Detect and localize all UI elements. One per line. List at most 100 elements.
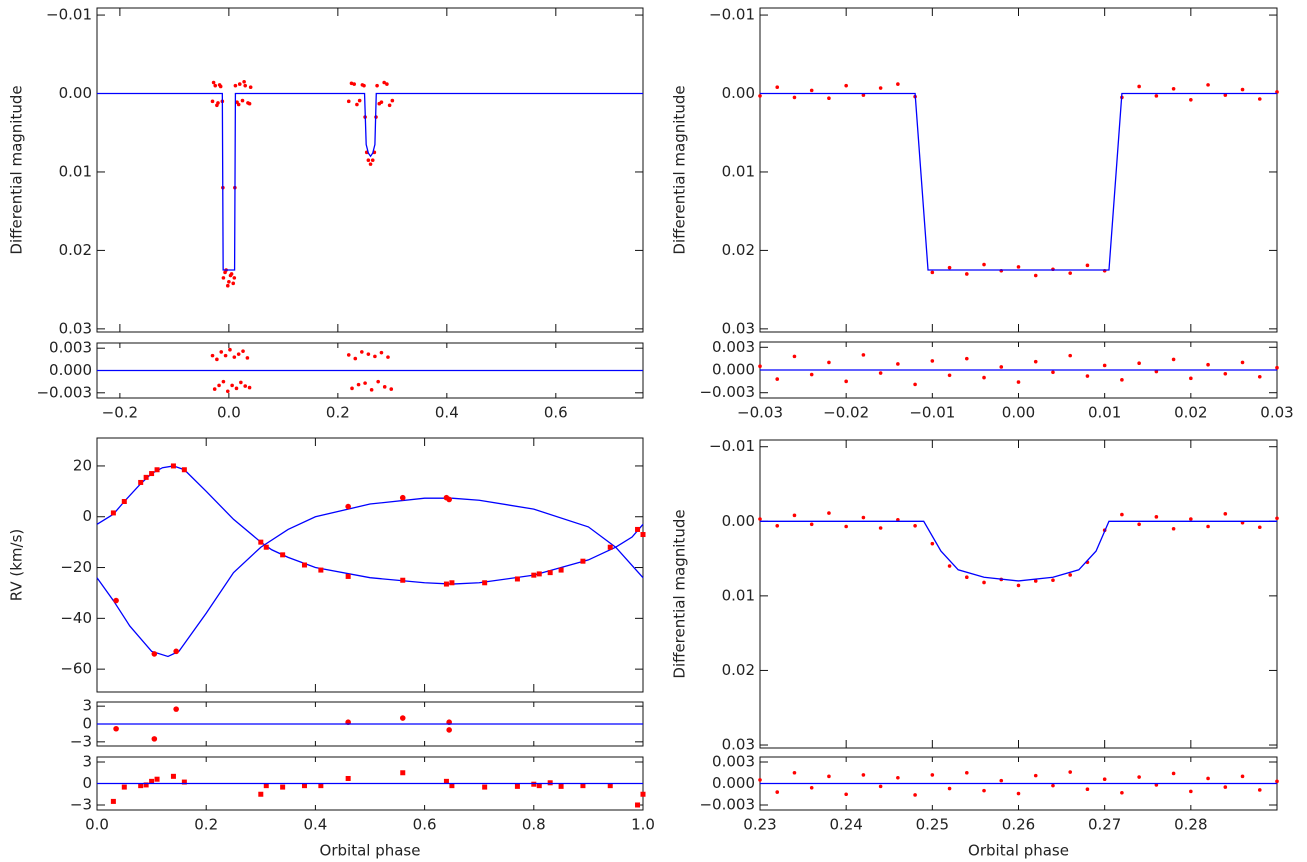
data-point — [151, 651, 158, 657]
data-point — [482, 580, 488, 586]
data-point — [1223, 785, 1228, 789]
data-point — [154, 776, 160, 782]
data-point — [792, 95, 797, 100]
data-point — [389, 387, 394, 391]
data-point — [170, 773, 176, 779]
data-point — [1275, 516, 1279, 521]
data-point — [280, 552, 286, 558]
data-point — [138, 783, 144, 789]
y-tick-label: 3 — [82, 753, 92, 771]
data-point — [965, 272, 969, 276]
data-point — [352, 82, 356, 86]
data-point — [236, 102, 241, 107]
y-tick-label: 0.02 — [722, 661, 755, 679]
data-point — [229, 272, 234, 276]
x-tick-label: 1.0 — [631, 816, 655, 834]
data-point — [878, 86, 883, 90]
x-tick-label: 0.0 — [85, 816, 109, 834]
data-point — [353, 356, 358, 361]
y-tick-label: −60 — [60, 660, 92, 678]
data-point — [930, 773, 935, 777]
y-tick-label: 0.03 — [722, 736, 755, 754]
x-tick-label: 0.01 — [1088, 404, 1121, 422]
data-point — [1120, 378, 1124, 382]
data-point — [1275, 365, 1279, 370]
data-point — [143, 474, 149, 480]
data-point — [1068, 271, 1072, 275]
x-tick-label: 0.27 — [1088, 816, 1121, 834]
data-point — [982, 580, 986, 585]
data-point — [827, 96, 831, 101]
data-point — [113, 597, 119, 604]
data-point — [382, 385, 387, 389]
data-point — [1051, 783, 1055, 788]
x-tick-label: 0.6 — [544, 404, 568, 422]
x-tick-label: 0.0 — [217, 404, 241, 422]
data-point — [382, 80, 386, 85]
data-point — [947, 373, 952, 378]
data-point — [827, 774, 831, 779]
data-point — [640, 791, 646, 797]
data-point — [149, 471, 155, 477]
data-point — [982, 788, 986, 793]
y-tick-label: 0.02 — [722, 241, 755, 259]
plot-frame — [759, 439, 1278, 749]
data-point — [558, 783, 564, 789]
data-point — [635, 526, 641, 532]
data-point — [219, 350, 224, 354]
data-point — [357, 98, 362, 103]
data-point — [1154, 515, 1159, 519]
data-point — [1102, 363, 1107, 368]
data-point — [248, 85, 253, 90]
y-tick-label: 3 — [82, 697, 92, 715]
data-point — [792, 354, 797, 359]
data-point — [913, 382, 917, 387]
y-tick-label: 0.003 — [712, 753, 755, 771]
model-line — [96, 465, 644, 585]
y-axis-label: Differential magnitude — [8, 85, 26, 254]
data-point — [181, 779, 187, 785]
data-point — [138, 479, 144, 485]
data-point — [896, 362, 900, 366]
data-point — [758, 778, 762, 782]
data-point — [241, 349, 245, 353]
data-point — [1033, 773, 1038, 778]
data-point — [844, 524, 848, 529]
data-point — [243, 83, 248, 88]
data-point — [1068, 573, 1072, 577]
data-point — [355, 102, 359, 107]
x-tick-label: 0.4 — [303, 816, 327, 834]
data-point — [982, 262, 986, 267]
data-point — [1240, 87, 1245, 92]
data-point — [443, 778, 449, 784]
data-point — [240, 98, 245, 103]
data-point — [1223, 93, 1228, 97]
data-point — [239, 380, 243, 385]
data-point — [110, 510, 116, 516]
data-point — [1016, 583, 1021, 588]
model-line — [760, 520, 1277, 582]
data-point — [387, 103, 392, 108]
data-point — [1033, 579, 1038, 583]
x-tick-label: 0.2 — [194, 816, 218, 834]
y-tick-label: 0.00 — [59, 84, 92, 102]
y-tick-label: 0.000 — [712, 361, 755, 379]
data-point — [318, 567, 324, 573]
data-point — [1120, 791, 1124, 795]
data-point — [449, 783, 455, 789]
x-tick-label: 0.00 — [1002, 404, 1035, 422]
data-point — [181, 467, 187, 473]
data-point — [230, 383, 234, 388]
data-point — [218, 84, 223, 89]
data-point — [965, 770, 969, 775]
y-tick-label: −0.01 — [709, 437, 755, 455]
data-point — [446, 496, 452, 503]
data-point — [930, 270, 935, 275]
data-point — [400, 577, 406, 583]
data-point — [449, 580, 455, 586]
data-point — [531, 781, 537, 787]
data-point — [237, 82, 242, 86]
data-point — [151, 736, 158, 742]
data-point — [999, 365, 1004, 369]
data-point — [844, 792, 848, 797]
